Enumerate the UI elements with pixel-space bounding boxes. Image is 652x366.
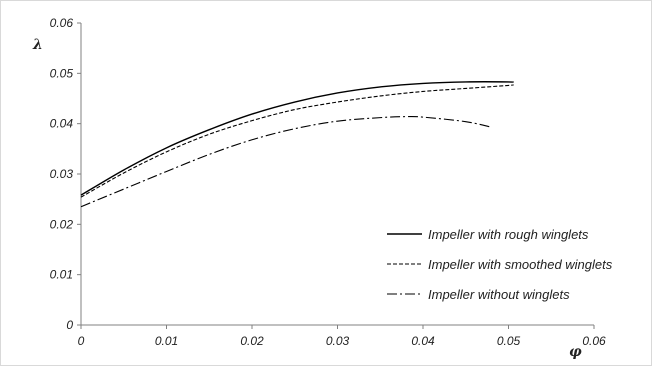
x-tick-label: 0.03	[326, 334, 350, 348]
y-tick-label: 0.06	[50, 16, 74, 30]
x-tick-label: 0.02	[240, 334, 264, 348]
x-tick-label: 0.01	[155, 334, 178, 348]
y-tick-label: 0.04	[50, 117, 74, 131]
legend: Impeller with rough winglets Impeller wi…	[387, 227, 613, 302]
y-tick-marks: 0 0.01 0.02 0.03 0.04 0.05 0.06	[50, 16, 81, 332]
series-line-without-winglets	[80, 115, 492, 208]
legend-label-rough: Impeller with rough winglets	[428, 227, 589, 242]
series-line-rough-winglets	[80, 81, 515, 196]
x-axis-label: φ	[569, 344, 582, 360]
legend-label-smoothed: Impeller with smoothed winglets	[428, 257, 613, 272]
series-lines	[80, 81, 515, 208]
y-tick-label: 0.05	[50, 66, 74, 80]
x-tick-marks: 0 0.01 0.02 0.03 0.04 0.05 0.06	[78, 325, 606, 348]
y-axis-label: λ	[32, 37, 43, 53]
y-tick-label: 0.03	[50, 167, 74, 181]
y-tick-label: 0.01	[50, 268, 73, 282]
x-tick-label: 0.05	[497, 334, 521, 348]
x-tick-label: 0.06	[582, 334, 606, 348]
x-tick-label: 0	[78, 334, 85, 348]
series-line-smoothed-winglets	[80, 84, 514, 198]
x-tick-label: 0.04	[411, 334, 435, 348]
legend-label-without: Impeller without winglets	[428, 287, 570, 302]
y-tick-label: 0	[66, 318, 73, 332]
y-tick-label: 0.02	[50, 217, 74, 231]
